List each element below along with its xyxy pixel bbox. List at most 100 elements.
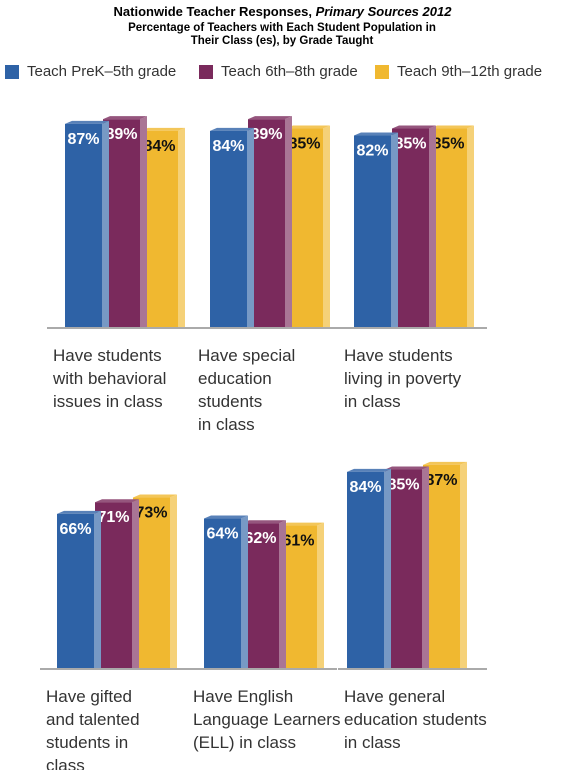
bar-side <box>94 510 101 668</box>
bar-top <box>141 127 185 131</box>
bar-top <box>286 125 330 129</box>
bar-side <box>247 127 254 327</box>
data-label: 62% <box>244 530 276 547</box>
bar-side <box>170 494 177 668</box>
bar <box>280 525 317 668</box>
bar-top <box>430 125 474 129</box>
bar <box>423 464 460 668</box>
bar <box>103 119 140 327</box>
data-label: 85% <box>387 477 419 494</box>
data-label: 73% <box>135 505 167 522</box>
data-label: 64% <box>206 526 238 543</box>
data-label: 87% <box>67 131 99 148</box>
bar-top <box>392 125 436 129</box>
bar <box>95 502 132 668</box>
category-label: education students <box>344 710 487 729</box>
bar-side <box>132 499 139 668</box>
legend-swatch <box>5 64 19 79</box>
bar <box>286 128 323 327</box>
bar <box>248 119 285 327</box>
bar <box>141 130 178 327</box>
bar-top <box>204 515 248 519</box>
data-label: 84% <box>212 138 244 155</box>
bar-side <box>285 116 292 327</box>
legend-label: Teach 9th–12th grade <box>397 63 543 80</box>
chart-title: Nationwide Teacher Responses, Primary So… <box>113 4 452 19</box>
bar-top <box>347 468 391 472</box>
bar <box>57 513 94 668</box>
legend-label: Teach 6th–8th grade <box>221 63 358 80</box>
bar <box>65 123 102 327</box>
bar <box>242 523 279 668</box>
subtitle-line: Their Class (es), by Grade Taught <box>190 35 374 47</box>
legend-swatch <box>199 64 213 79</box>
bar-top <box>242 520 286 524</box>
legend-item-6-8: Teach 6th–8th grade <box>199 63 358 80</box>
chart-subtitle: Percentage of Teachers with Each Student… <box>92 22 472 48</box>
category-label: Have special <box>198 346 295 365</box>
category-label: with behavioral <box>52 369 166 388</box>
bar-top <box>95 499 139 503</box>
bar-top <box>280 522 324 526</box>
bar-side <box>467 125 474 328</box>
category-label: living in poverty <box>344 369 462 388</box>
bar-side <box>317 522 324 668</box>
legend-label: Teach PreK–5th grade <box>27 63 177 80</box>
category-label: Have students <box>344 346 453 365</box>
category-label: Language Learners <box>193 710 340 729</box>
bar-top <box>423 461 467 465</box>
category-label: students in <box>46 733 128 752</box>
bar-side <box>241 515 248 668</box>
category-label: and talented <box>46 710 140 729</box>
subtitle-line: Percentage of Teachers with Each Student… <box>128 22 436 34</box>
category-label: students <box>198 392 262 411</box>
data-label: 89% <box>105 126 137 143</box>
bar-side <box>391 132 398 327</box>
data-label: 66% <box>59 521 91 538</box>
category-label: Have gifted <box>46 687 132 706</box>
category-label: Have students <box>53 346 162 365</box>
bar <box>204 518 241 668</box>
category-label: Have general <box>344 687 445 706</box>
category-label: issues in class <box>53 392 163 411</box>
bar <box>210 130 247 327</box>
legend-item-prek5: Teach PreK–5th grade <box>5 63 176 80</box>
category-label: in class <box>198 415 255 434</box>
bar-top <box>57 510 101 514</box>
bar-top <box>385 466 429 470</box>
bar <box>347 471 384 668</box>
data-label: 71% <box>97 509 129 526</box>
bar-top <box>354 132 398 136</box>
bar <box>354 135 391 327</box>
data-label: 85% <box>288 136 320 153</box>
bar <box>430 128 467 327</box>
bar-top <box>65 120 109 124</box>
legend-swatch <box>375 64 389 79</box>
bar-side <box>140 116 147 327</box>
data-label: 89% <box>250 126 282 143</box>
bar-top <box>103 116 147 120</box>
bar <box>385 469 422 668</box>
legend: Teach PreK–5th grade Teach 6th–8th grade… <box>5 63 565 83</box>
category-label: class <box>46 756 85 770</box>
data-label: 87% <box>425 472 457 489</box>
data-label: 82% <box>356 143 388 160</box>
data-label: 84% <box>143 138 175 155</box>
bar-side <box>178 127 185 327</box>
bar-side <box>384 468 391 668</box>
bar-top <box>210 127 254 131</box>
category-label: education <box>198 369 272 388</box>
bar-side <box>429 125 436 328</box>
data-label: 85% <box>394 136 426 153</box>
legend-item-9-12: Teach 9th–12th grade <box>375 63 542 80</box>
category-label: Have English <box>193 687 293 706</box>
data-label: 61% <box>282 533 314 550</box>
data-label: 84% <box>349 479 381 496</box>
data-label: 85% <box>432 136 464 153</box>
bar-side <box>422 466 429 668</box>
category-label: in class <box>344 392 401 411</box>
bar-side <box>460 461 467 668</box>
bar-top <box>133 494 177 498</box>
bar-side <box>102 120 109 327</box>
